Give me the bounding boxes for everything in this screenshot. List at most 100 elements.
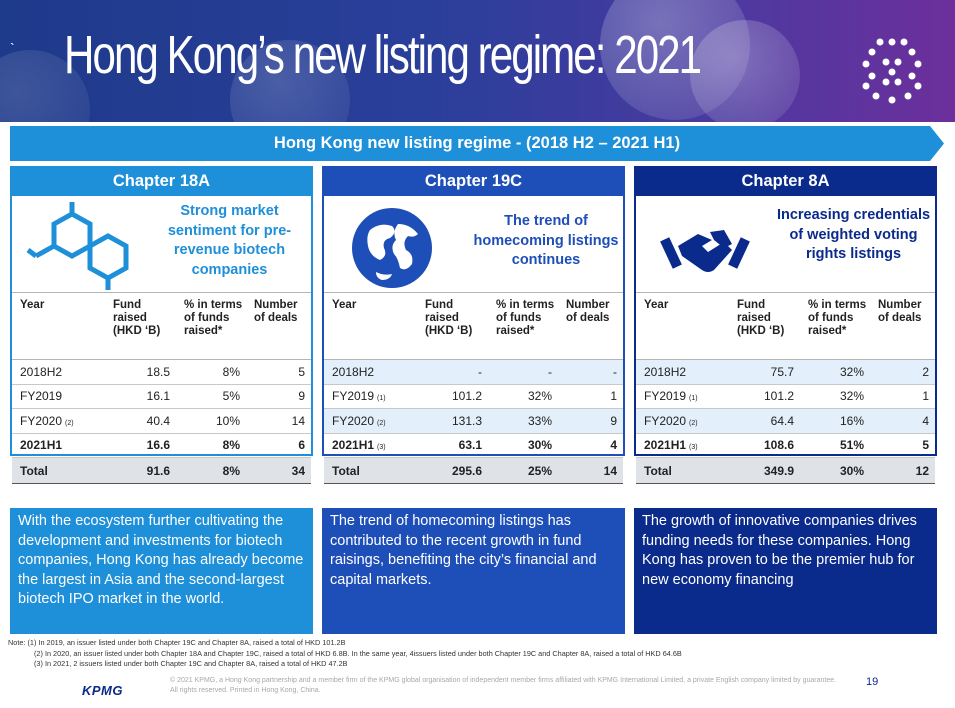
fund-cell: 131.3 — [417, 408, 488, 434]
panel-body: The trend of homecoming listings continu… — [322, 196, 625, 484]
total-label: Total — [324, 457, 417, 484]
deals-cell: 2 — [870, 359, 935, 385]
year-cell: FY2020 — [20, 413, 63, 428]
footnote: Note: (1) In 2019, an issuer listed unde… — [8, 638, 346, 647]
column-header: Number of deals — [246, 292, 311, 360]
deals-cell: 1 — [558, 384, 623, 409]
pct-cell: 32% — [488, 384, 558, 409]
total-row: Total 349.9 30% 12 — [636, 457, 935, 484]
table-row: FY2019 (1) 101.2 32% 1 — [636, 384, 935, 409]
table-row: FY2019 16.1 5% 9 — [12, 384, 311, 409]
deals-cell: 4 — [870, 408, 935, 434]
fund-cell: 91.6 — [105, 457, 176, 484]
page-number: 19 — [866, 676, 879, 688]
fund-cell: 75.7 — [729, 359, 800, 385]
total-row: Total 91.6 8% 34 — [12, 457, 311, 484]
pct-cell: 33% — [488, 408, 558, 434]
pct-cell: 10% — [176, 408, 246, 434]
pct-cell: - — [488, 359, 558, 385]
total-row: Total 295.6 25% 14 — [324, 457, 623, 484]
deals-cell: 9 — [246, 384, 311, 409]
section-banner: Hong Kong new listing regime - (2018 H2 … — [10, 126, 944, 161]
year-cell: 2018H2 — [20, 364, 63, 379]
footnote-ref: (2) — [689, 419, 698, 427]
table-row: FY2020 (2) 64.4 16% 4 — [636, 408, 935, 434]
panel-tagline: Strong market sentiment for pre-revenue … — [167, 203, 292, 278]
deals-cell: 6 — [246, 433, 311, 458]
pct-cell: 8% — [176, 433, 246, 458]
pct-cell: 8% — [176, 359, 246, 385]
footnote-ref: (3) — [689, 444, 698, 452]
table-row: 2021H1 (3) 63.1 30% 4 — [324, 433, 623, 458]
coin-decoration — [600, 0, 750, 120]
panel-description: The growth of innovative companies drive… — [634, 508, 937, 634]
year-cell: FY2020 — [332, 413, 375, 428]
column-header: Fund raised (HKD ‘B) — [729, 292, 800, 360]
footnote: (2) In 2020, an issuer listed under both… — [34, 648, 682, 658]
data-table: Year Fund raised (HKD ‘B) % in terms of … — [12, 292, 311, 484]
table-row: 2018H2 18.5 8% 5 — [12, 359, 311, 385]
pct-cell: 30% — [488, 433, 558, 458]
footnote-ref: (1) — [689, 395, 698, 403]
panel-description: The trend of homecoming listings has con… — [322, 508, 625, 634]
coin-decoration — [690, 20, 800, 122]
fund-cell: 64.4 — [729, 408, 800, 434]
hero-banner: ` Hong Kong’s new listing regime: 2021 — [0, 0, 955, 122]
footnotes: Note: (1) In 2019, an issuer listed unde… — [8, 638, 682, 670]
column-header: Number of deals — [558, 292, 623, 360]
panel-chapter-18a: Chapter 18A Strong market sentiment for … — [10, 166, 313, 634]
table-row: FY2020 (2) 40.4 10% 14 — [12, 408, 311, 434]
year-cell: FY2019 — [644, 389, 687, 404]
fund-cell: 101.2 — [417, 384, 488, 409]
panel-tagline: The trend of homecoming listings continu… — [473, 213, 619, 268]
fund-cell: 101.2 — [729, 384, 800, 409]
panel-title: Chapter 8A — [634, 166, 937, 196]
year-cell: 2021H1 — [20, 438, 63, 453]
globe-icon — [352, 208, 432, 288]
year-cell: FY2019 — [332, 389, 375, 404]
deals-cell: 12 — [870, 457, 935, 484]
column-header: % in terms of funds raised* — [488, 292, 558, 360]
column-header: Year — [12, 292, 105, 360]
pct-cell: 30% — [800, 457, 870, 484]
table-row: 2018H2 - - - — [324, 359, 623, 385]
footnote-ref: (2) — [377, 419, 386, 427]
panel-body: Strong market sentiment for pre-revenue … — [10, 196, 313, 484]
column-header: Fund raised (HKD ‘B) — [105, 292, 176, 360]
footnote-ref: (2) — [65, 419, 74, 427]
footnote-ref: (1) — [377, 395, 386, 403]
footnote: (3) In 2021, 2 issuers listed under both… — [34, 659, 348, 668]
column-header: Year — [636, 292, 729, 360]
footnote-ref: (3) — [377, 444, 386, 452]
panel-title: Chapter 19C — [322, 166, 625, 196]
column-header: Fund raised (HKD ‘B) — [417, 292, 488, 360]
deals-cell: 14 — [558, 457, 623, 484]
year-cell: 2018H2 — [644, 364, 687, 379]
fund-cell: 18.5 — [105, 359, 176, 385]
table-row: FY2019 (1) 101.2 32% 1 — [324, 384, 623, 409]
panel-chapter-8a: Chapter 8A Increasing credentials of wei… — [634, 166, 937, 634]
fund-cell: 63.1 — [417, 433, 488, 458]
banner-title: Hong Kong new listing regime - (2018 H2 … — [273, 134, 681, 152]
molecule-icon — [26, 202, 129, 290]
table-row: FY2020 (2) 131.3 33% 9 — [324, 408, 623, 434]
pct-cell: 5% — [176, 384, 246, 409]
legal-text: © 2021 KPMG, a Hong Kong partnership and… — [170, 677, 837, 694]
fund-cell: 16.1 — [105, 384, 176, 409]
deals-cell: 34 — [246, 457, 311, 484]
handshake-icon — [660, 230, 750, 272]
table-row: 2021H1 (3) 108.6 51% 5 — [636, 433, 935, 458]
fund-cell: 16.6 — [105, 433, 176, 458]
year-cell: 2018H2 — [332, 364, 375, 379]
column-header: % in terms of funds raised* — [800, 292, 870, 360]
pct-cell: 25% — [488, 457, 558, 484]
hexagon-dots-logo-icon — [862, 38, 922, 104]
deals-cell: 9 — [558, 408, 623, 434]
pct-cell: 16% — [800, 408, 870, 434]
year-cell: FY2019 — [20, 389, 63, 404]
deals-cell: - — [558, 359, 623, 385]
fund-cell: 349.9 — [729, 457, 800, 484]
fund-cell: 295.6 — [417, 457, 488, 484]
fund-cell: - — [417, 359, 488, 385]
fund-cell: 108.6 — [729, 433, 800, 458]
